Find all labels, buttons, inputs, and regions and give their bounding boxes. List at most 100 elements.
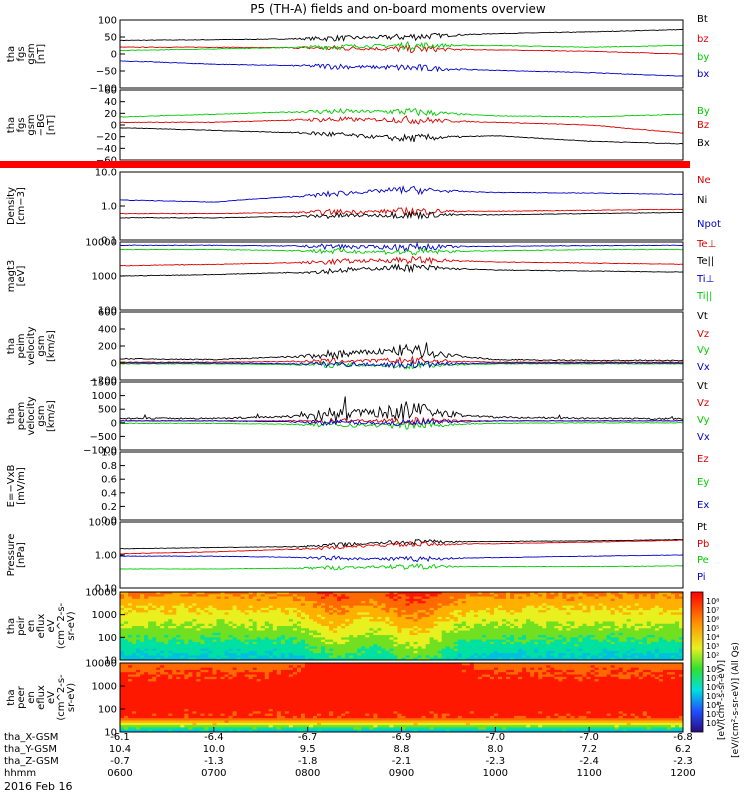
spectrogram-cell: [300, 635, 306, 638]
spectrogram-cell: [220, 635, 225, 638]
spectrogram-cell: [493, 610, 499, 613]
spectrogram-cell: [164, 672, 169, 675]
spectrogram-cell: [120, 610, 125, 613]
spectrogram-cell: [164, 619, 169, 622]
spectrogram-cell: [176, 607, 181, 611]
spectrogram-cell: [658, 623, 664, 627]
spectrogram-cell: [164, 711, 169, 714]
spectrogram-cell: [377, 646, 382, 650]
spectrogram-cell: [425, 594, 431, 597]
spectrogram-cell: [176, 709, 181, 712]
spectrogram-cell: [292, 626, 298, 629]
spectrogram-cell: [582, 607, 587, 611]
spectrogram-cell: [582, 628, 587, 631]
spectrogram-cell: [518, 621, 523, 625]
spectrogram-cell: [457, 639, 463, 643]
spectrogram-cell: [136, 605, 141, 609]
spectrogram-cell: [514, 626, 519, 629]
spectrogram-cell: [441, 603, 447, 606]
spectrogram-cell: [598, 616, 603, 620]
spectrogram-cell: [658, 616, 664, 620]
spectrogram-cell: [666, 598, 672, 602]
spectrogram-cell: [554, 657, 559, 661]
spectrogram-cell: [128, 683, 133, 687]
spectrogram-cell: [168, 699, 173, 703]
spectrogram-cell: [546, 639, 551, 643]
spectrogram-cell: [650, 614, 656, 618]
spectrogram-cell: [658, 657, 664, 661]
spectrogram-cell: [296, 607, 302, 611]
spectrogram-cell: [212, 650, 217, 654]
spectrogram-cell: [216, 601, 221, 604]
spectrogram-cell: [132, 610, 137, 613]
spectrogram-cell: [626, 605, 632, 609]
spectrogram-cell: [144, 704, 149, 708]
spectrogram-cell: [518, 592, 523, 595]
y-axis-label: eflux: [36, 614, 47, 639]
spectrogram-cell: [172, 665, 177, 668]
spectrogram-cell: [498, 655, 503, 659]
spectrogram-cell: [385, 623, 390, 627]
spectrogram-cell: [224, 610, 229, 613]
spectrogram-cell: [236, 616, 242, 620]
spectrogram-cell: [164, 681, 169, 685]
spectrogram-cell: [493, 626, 499, 629]
spectrogram-cell: [200, 630, 205, 634]
spectrogram-cell: [152, 704, 157, 708]
spectrogram-cell: [630, 594, 636, 597]
spectrogram-cell: [606, 605, 612, 609]
spectrogram-cell: [329, 614, 334, 618]
spectrogram-cell: [136, 695, 141, 698]
spectrogram-cell: [341, 623, 346, 627]
spectrogram-cell: [481, 646, 487, 650]
spectrogram-cell: [534, 592, 539, 595]
spectrogram-cell: [477, 637, 483, 640]
spectrogram-cell: [240, 650, 246, 654]
spectrogram-cell: [385, 646, 390, 650]
y-tick-label: 0.1: [101, 236, 117, 247]
spectrogram-cell: [128, 713, 133, 717]
spectrogram-cell: [530, 632, 535, 636]
spectrogram-cell: [120, 635, 125, 638]
spectrogram-cell: [550, 626, 555, 629]
spectrogram-cell: [481, 626, 487, 629]
spectrogram-cell: [337, 598, 342, 602]
spectrogram-cell: [558, 610, 563, 613]
spectrogram-cell: [594, 621, 599, 625]
spectrogram-cell: [300, 598, 306, 602]
spectrogram-cell: [292, 657, 298, 661]
spectrogram-cell: [602, 612, 607, 616]
spectrogram-cell: [288, 612, 294, 616]
spectrogram-cell: [582, 632, 587, 636]
spectrogram-cell: [156, 614, 161, 618]
spectrogram-cell: [256, 653, 262, 656]
spectrogram-cell: [196, 706, 201, 710]
spectrogram-cell: [662, 657, 668, 661]
spectrogram-cell: [337, 650, 342, 654]
spectrogram-cell: [481, 657, 487, 661]
spectrogram-cell: [578, 650, 583, 654]
spectrogram-cell: [361, 605, 366, 609]
spectrogram-cell: [128, 641, 133, 645]
spectrogram-cell: [208, 601, 213, 604]
spectrogram-cell: [317, 619, 322, 622]
spectrogram-cell: [164, 676, 169, 680]
spectrogram-cell: [176, 722, 181, 726]
spectrogram-cell: [260, 626, 266, 629]
spectrogram-cell: [160, 641, 165, 645]
spectrogram-cell: [449, 623, 455, 627]
spectrogram-cell: [144, 653, 149, 656]
spectrogram-cell: [200, 592, 205, 595]
spectrogram-cell: [321, 653, 326, 656]
spectrogram-cell: [345, 603, 350, 606]
spectrogram-cell: [325, 605, 330, 609]
legend-label: Ti||: [696, 291, 712, 302]
spectrogram-cell: [534, 650, 539, 654]
spectrogram-cell: [485, 655, 491, 659]
spectrogram-cell: [417, 653, 423, 656]
spectrogram-cell: [152, 607, 157, 611]
spectrogram-cell: [216, 607, 221, 611]
spectrogram-cell: [550, 650, 555, 654]
spectrogram-cell: [530, 650, 535, 654]
